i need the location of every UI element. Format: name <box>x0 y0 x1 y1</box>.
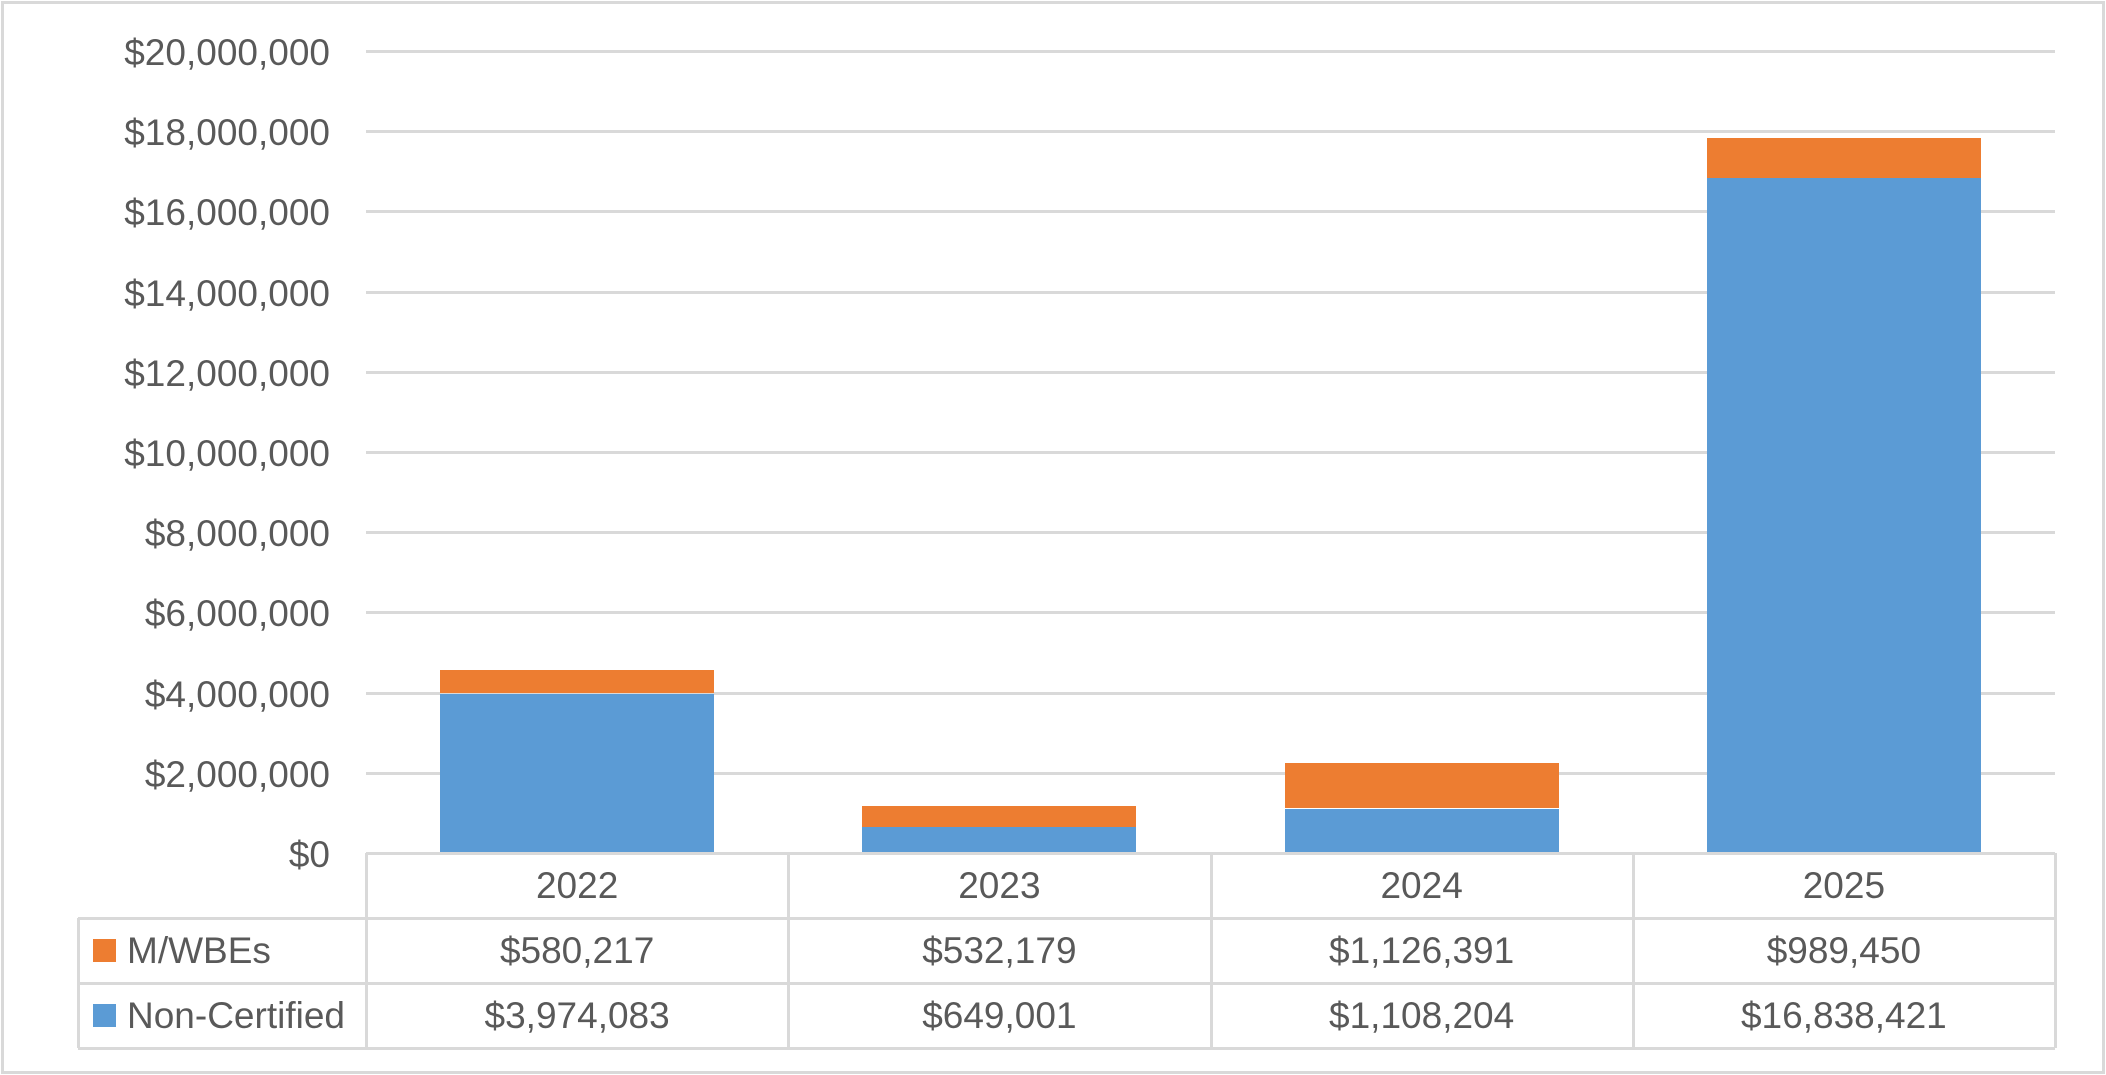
table-border-line <box>1631 853 1635 1048</box>
series-name-m-wbes: M/WBEs <box>127 930 271 971</box>
y-axis-tick-label: $8,000,000 <box>144 513 330 554</box>
table-border-line <box>1209 853 1213 1048</box>
legend-key-non-certified <box>93 1004 116 1027</box>
bar-segment-2025-non-certified[interactable] <box>1707 178 1981 853</box>
bar-segment-2024-m-wbes[interactable] <box>1285 763 1559 808</box>
table-border-line <box>78 917 2055 920</box>
table-border-line <box>78 1047 2055 1050</box>
y-axis-tick-label: $20,000,000 <box>124 32 330 73</box>
gridline <box>366 291 2055 294</box>
table-cell-m-wbes-2022: $580,217 <box>499 930 655 971</box>
gridline <box>366 210 2055 213</box>
table-header-year-2025: 2025 <box>1802 865 1886 906</box>
gridline <box>366 130 2055 133</box>
table-border-line <box>365 853 368 1048</box>
legend-key-m-wbes <box>93 939 116 962</box>
gridline <box>366 50 2055 53</box>
y-axis-tick-label: $6,000,000 <box>144 593 330 634</box>
table-cell-non-certified-2024: $1,108,204 <box>1329 995 1515 1036</box>
y-axis-tick-label: $14,000,000 <box>124 273 330 314</box>
bar-segment-2023-m-wbes[interactable] <box>862 806 1136 827</box>
y-axis-tick-label: $10,000,000 <box>124 433 330 474</box>
bar-segment-2022-m-wbes[interactable] <box>440 670 714 693</box>
gridline <box>366 772 2055 775</box>
table-header-year-2023: 2023 <box>958 865 1041 906</box>
table-cell-m-wbes-2025: $989,450 <box>1766 930 1922 971</box>
bar-segment-2024-non-certified[interactable] <box>1285 809 1559 853</box>
y-axis-tick-label: $16,000,000 <box>124 192 330 233</box>
table-cell-non-certified-2022: $3,974,083 <box>484 995 670 1036</box>
gridline <box>366 531 2055 534</box>
y-axis-tick-label: $4,000,000 <box>144 674 330 715</box>
table-cell-non-certified-2025: $16,838,421 <box>1740 995 1947 1036</box>
table-border-line <box>787 853 791 1048</box>
y-axis-tick-label: $0 <box>288 834 330 875</box>
table-header-year-2024: 2024 <box>1380 865 1463 906</box>
y-axis-tick-label: $18,000,000 <box>124 112 330 153</box>
table-header-year-2022: 2022 <box>535 865 619 906</box>
gridline <box>366 692 2055 695</box>
bar-segment-2022-non-certified[interactable] <box>440 694 714 853</box>
series-name-non-certified: Non-Certified <box>127 995 345 1036</box>
table-cell-m-wbes-2023: $532,179 <box>922 930 1077 971</box>
table-border-line <box>77 918 80 1048</box>
y-axis-tick-label: $2,000,000 <box>144 754 330 795</box>
table-cell-non-certified-2023: $649,001 <box>922 995 1077 1036</box>
y-axis-tick-label: $12,000,000 <box>124 353 330 394</box>
gridline <box>366 451 2055 454</box>
table-border-line <box>2054 853 2057 1048</box>
bar-segment-2023-non-certified[interactable] <box>862 827 1136 853</box>
table-border-line <box>78 982 2055 985</box>
gridline <box>366 371 2055 374</box>
bar-segment-2025-m-wbes[interactable] <box>1707 138 1981 178</box>
table-cell-m-wbes-2024: $1,126,391 <box>1329 930 1515 971</box>
gridline <box>366 611 2055 614</box>
